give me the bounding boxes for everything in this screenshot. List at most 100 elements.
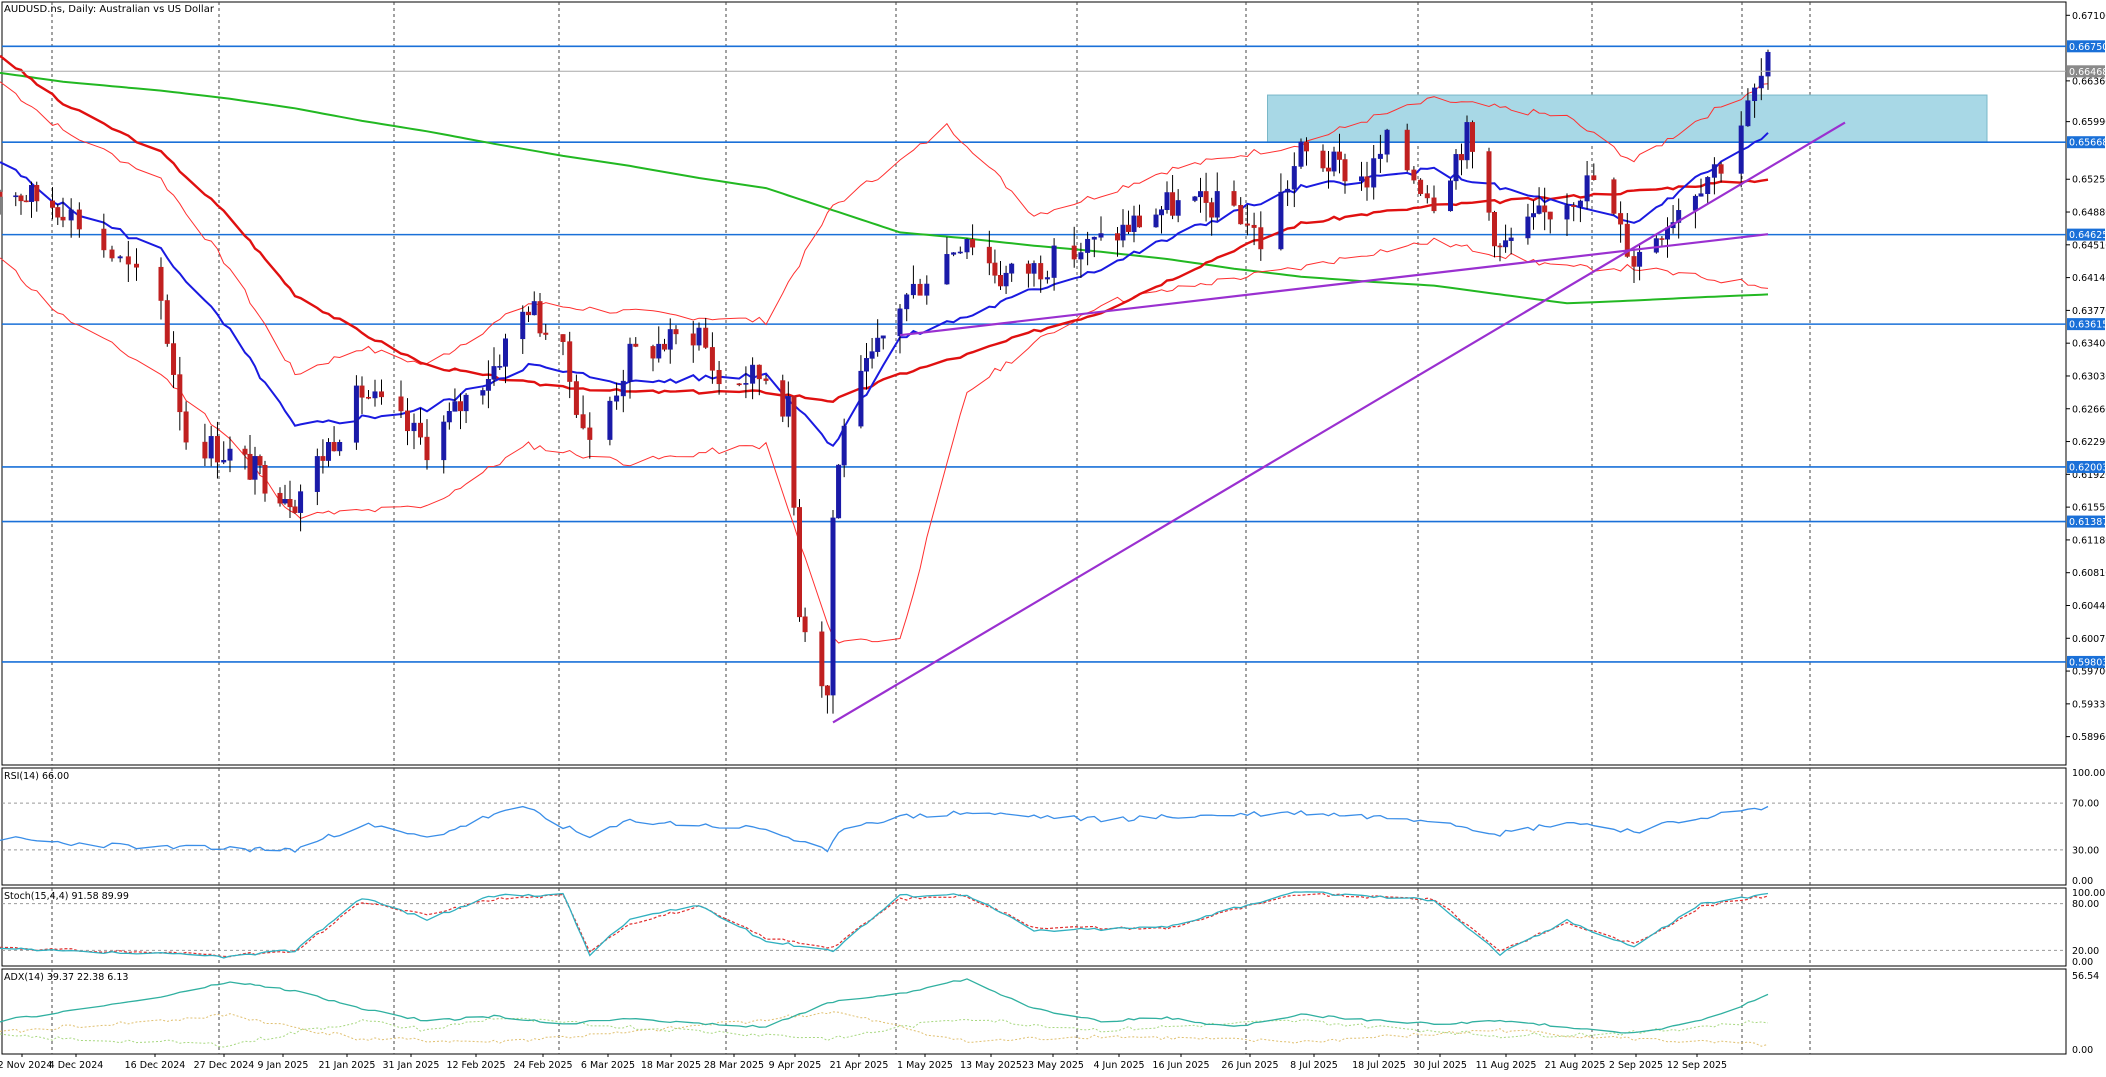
- candle-body: [1459, 154, 1465, 161]
- candle-body: [1304, 141, 1310, 152]
- candle-body: [109, 249, 115, 259]
- candle-body: [1098, 233, 1104, 238]
- candle-body: [1137, 215, 1143, 228]
- candle-body: [1278, 191, 1284, 250]
- x-axis-tick-label: 8 Jul 2025: [1290, 1060, 1338, 1071]
- x-axis-tick-label: 13 May 2025: [960, 1060, 1022, 1071]
- candle-body: [633, 343, 639, 347]
- x-axis-tick-label: 11 Aug 2025: [1476, 1060, 1537, 1071]
- current-price-tag-label: 0.66468: [2069, 67, 2106, 78]
- candle-body: [1214, 191, 1220, 218]
- candle-body: [1547, 211, 1553, 220]
- candle-body: [1085, 238, 1091, 253]
- ma-mid-line: [0, 54, 1769, 403]
- rsi-title: RSI(14) 66.00: [4, 771, 69, 782]
- candle-body: [824, 685, 830, 696]
- x-axis-tick-label: 9 Apr 2025: [769, 1060, 822, 1071]
- stoch-signal-line: [0, 892, 1769, 958]
- candle-body: [1676, 210, 1682, 223]
- candle-body: [997, 275, 1003, 287]
- candle-body: [763, 378, 769, 381]
- x-axis-tick-label: 21 Jan 2025: [319, 1060, 376, 1071]
- current-price-tag: [2067, 65, 2105, 78]
- stoch-y-tick-label: 0.00: [2072, 957, 2093, 968]
- candle-body: [1618, 213, 1624, 225]
- candle-body: [55, 207, 61, 218]
- candle-body: [1051, 245, 1057, 278]
- candle-body: [49, 200, 55, 208]
- candle-body: [1637, 251, 1643, 267]
- candle-body: [897, 308, 903, 337]
- candle-body: [1758, 75, 1764, 89]
- rsi-y-tick-label: 100.00: [2072, 768, 2105, 779]
- candle-body: [587, 427, 593, 440]
- candle-body: [125, 256, 131, 265]
- candle-body: [171, 343, 177, 375]
- x-axis-tick-label: 12 Feb 2025: [446, 1060, 505, 1071]
- candle-body: [1738, 125, 1744, 174]
- x-axis-tick-label: 16 Dec 2024: [125, 1060, 186, 1071]
- level-price-tag-label: 0.61387: [2069, 517, 2106, 528]
- panel-frame-rsi: [1, 767, 2067, 886]
- candle-body: [673, 329, 679, 335]
- candle-body: [520, 311, 526, 340]
- candle-body: [247, 453, 253, 480]
- candle-body: [1078, 252, 1084, 260]
- candle-body: [1571, 205, 1577, 207]
- candle-body: [1745, 100, 1751, 127]
- candle-body: [819, 631, 825, 687]
- candle-body: [1584, 175, 1590, 202]
- rsi-y-tick-label: 30.00: [2072, 845, 2099, 856]
- trendline[interactable]: [832, 121, 1846, 724]
- candle-body: [944, 254, 950, 285]
- candle-body: [1364, 176, 1370, 188]
- level-price-tag-label: 0.66750: [2069, 42, 2106, 53]
- candle-body: [1470, 122, 1476, 152]
- candle-body: [1718, 164, 1724, 174]
- candle-body: [417, 422, 423, 438]
- level-price-tag: [2067, 228, 2105, 241]
- candle-body: [796, 507, 802, 618]
- trendline[interactable]: [899, 233, 1769, 337]
- stoch-y-tick-label: 20.00: [2072, 946, 2099, 957]
- candle-body: [986, 246, 992, 264]
- candle-body: [1705, 177, 1711, 195]
- candle-body: [485, 378, 491, 391]
- candle-body: [802, 616, 808, 633]
- stoch-main-line: [0, 891, 1769, 959]
- candle-body: [1653, 238, 1659, 253]
- x-axis-tick-label: 18 Mar 2025: [641, 1060, 701, 1071]
- candle-body: [1120, 224, 1126, 241]
- candle-body: [1291, 166, 1297, 190]
- candle-body: [1115, 233, 1121, 241]
- stoch-title: Stoch(15,4,4) 91.58 89.99: [4, 891, 129, 902]
- candle-body: [951, 252, 957, 255]
- candle-body: [1692, 195, 1698, 211]
- level-price-tag: [2067, 515, 2105, 528]
- candle-body: [1711, 164, 1717, 178]
- candle-body: [1038, 263, 1044, 280]
- x-axis-tick-label: 27 Dec 2024: [194, 1060, 255, 1071]
- bollinger-upper-line: [0, 81, 1769, 376]
- candle-body: [282, 499, 288, 504]
- candle-body: [183, 411, 189, 443]
- x-axis-tick-label: 28 Mar 2025: [704, 1060, 764, 1071]
- candle-body: [337, 442, 343, 452]
- candle-body: [1631, 256, 1637, 267]
- candle-body: [68, 209, 74, 221]
- candle-body: [1624, 223, 1630, 257]
- resistance-zone[interactable]: [1267, 94, 1988, 143]
- candle-body: [242, 448, 248, 455]
- candle-body: [791, 396, 797, 508]
- level-price-tag: [2067, 40, 2105, 53]
- candle-body: [325, 442, 331, 461]
- candle-body: [1320, 150, 1326, 169]
